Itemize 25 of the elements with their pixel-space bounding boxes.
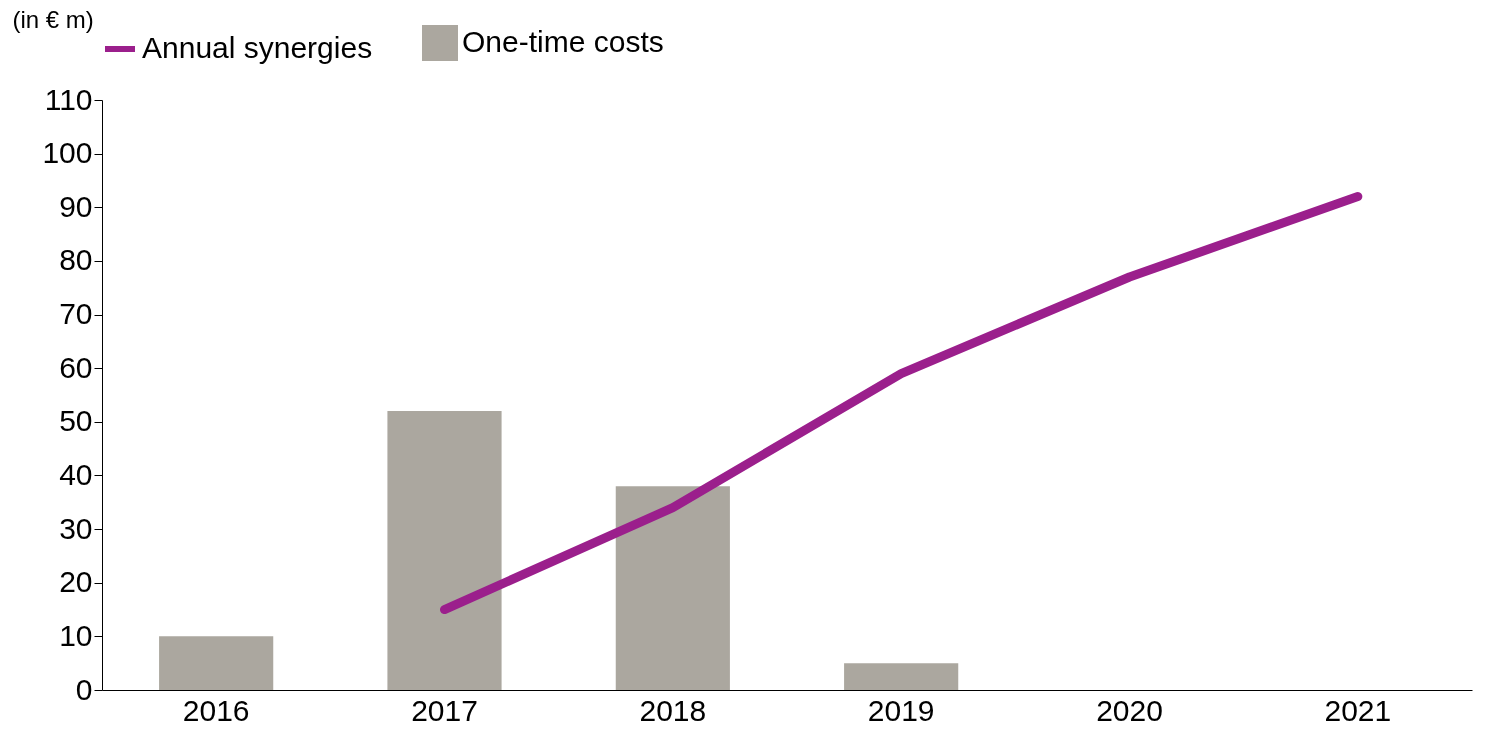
bar xyxy=(844,663,959,690)
y-tick-label: 0 xyxy=(75,672,93,706)
x-tick-label: 2016 xyxy=(182,693,250,727)
x-tick-label: 2019 xyxy=(867,693,935,727)
legend-label: One-time costs xyxy=(462,25,664,58)
x-tick-label: 2018 xyxy=(639,693,707,727)
y-tick-label: 40 xyxy=(59,457,93,491)
y-tick-label: 30 xyxy=(59,511,93,545)
y-tick-label: 50 xyxy=(59,404,93,438)
y-tick-label: 20 xyxy=(59,565,93,599)
y-tick-label: 90 xyxy=(59,189,93,223)
y-tick-label: 10 xyxy=(59,618,93,652)
y-axis-title: (in € m) xyxy=(12,5,94,33)
y-tick-label: 80 xyxy=(59,243,93,277)
y-tick-label: 70 xyxy=(59,297,93,331)
x-tick-label: 2017 xyxy=(411,693,478,727)
y-tick-label: 110 xyxy=(44,82,93,116)
bar xyxy=(615,486,730,690)
bar xyxy=(387,411,502,690)
y-tick-label: 100 xyxy=(42,136,93,170)
legend-label: Annual synergies xyxy=(142,31,373,64)
y-tick-label: 60 xyxy=(59,350,93,384)
bar xyxy=(159,636,274,690)
x-tick-label: 2020 xyxy=(1096,693,1163,727)
x-tick-label: 2021 xyxy=(1324,693,1392,727)
